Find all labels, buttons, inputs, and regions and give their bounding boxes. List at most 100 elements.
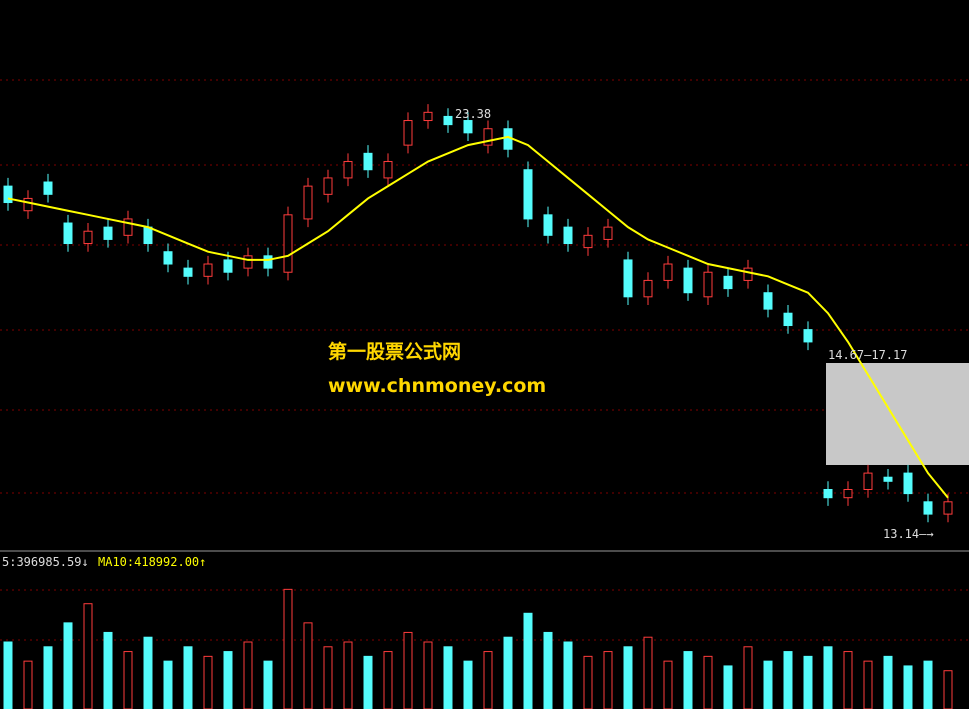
- candle-body: [643, 279, 653, 298]
- volume-bar: [563, 641, 573, 709]
- candle-body: [323, 177, 333, 195]
- volume-bar: [683, 651, 693, 709]
- volume-bar: [3, 641, 13, 709]
- volume-bar: [223, 651, 233, 709]
- volume-bar: [883, 655, 893, 709]
- candle-body: [723, 275, 733, 290]
- volume-bar: [423, 641, 433, 709]
- volume-bar: [503, 636, 513, 709]
- candle-body: [343, 161, 353, 179]
- volume-bar: [263, 660, 273, 709]
- candle-body: [703, 271, 713, 298]
- candle-body: [103, 226, 113, 240]
- candle-body: [363, 152, 373, 171]
- volume-bar: [803, 655, 813, 709]
- candle-body: [123, 218, 133, 236]
- volume-bar: [83, 603, 93, 709]
- candle-body: [563, 226, 573, 245]
- volume-bar: [63, 622, 73, 709]
- candle-body: [883, 476, 893, 482]
- volume-bar: [343, 641, 353, 709]
- volume-bar: [763, 660, 773, 709]
- candle-body: [843, 489, 853, 499]
- volume-bar: [183, 646, 193, 709]
- volume-legend: MA10:418992.00↑: [98, 555, 206, 569]
- candle-body: [443, 115, 453, 126]
- volume-bar: [383, 651, 393, 709]
- candle-body: [143, 226, 153, 245]
- candle-body: [543, 214, 553, 236]
- volume-bar: [123, 651, 133, 709]
- candle-body: [3, 185, 13, 204]
- candle-body: [43, 181, 53, 195]
- candle-body: [803, 329, 813, 343]
- volume-bar: [243, 641, 253, 709]
- candle-body: [483, 128, 493, 146]
- annotation: 23.38: [455, 107, 491, 121]
- price-panel: [3, 104, 953, 523]
- volume-bar: [403, 631, 413, 709]
- volume-bar: [23, 660, 33, 709]
- volume-bar: [603, 651, 613, 709]
- candle-body: [783, 312, 793, 327]
- volume-bar: [583, 655, 593, 709]
- candle-body: [23, 197, 33, 212]
- watermark: 第一股票公式网: [328, 340, 461, 363]
- volume-bar: [483, 651, 493, 709]
- volume-bar: [523, 612, 533, 709]
- volume-bar: [783, 651, 793, 709]
- volume-bar: [943, 670, 953, 709]
- range-box: [826, 363, 969, 465]
- candle-body: [223, 259, 233, 273]
- volume-bar: [623, 646, 633, 709]
- candle-body: [183, 267, 193, 277]
- candle-body: [903, 472, 913, 495]
- volume-bar: [843, 651, 853, 709]
- candle-body: [743, 267, 753, 281]
- watermark: www.chnmoney.com: [328, 375, 546, 397]
- volume-bar: [283, 588, 293, 709]
- volume-bar: [203, 655, 213, 709]
- volume-bar: [163, 660, 173, 709]
- candle-body: [603, 226, 613, 240]
- volume-bar: [743, 646, 753, 709]
- candle-body: [403, 120, 413, 146]
- candle-body: [823, 489, 833, 499]
- volume-bar: [303, 622, 313, 709]
- candle-body: [383, 161, 393, 179]
- volume-bar: [663, 660, 673, 709]
- candle-body: [243, 255, 253, 269]
- volume-bar: [323, 646, 333, 709]
- candle-body: [943, 501, 953, 515]
- candle-body: [63, 222, 73, 245]
- volume-bar: [363, 655, 373, 709]
- volume-bar: [643, 636, 653, 709]
- candle-body: [303, 185, 313, 220]
- candle-body: [423, 111, 433, 122]
- volume-bar: [903, 665, 913, 709]
- volume-bar: [923, 660, 933, 709]
- volume-bar: [143, 636, 153, 709]
- candle-body: [163, 251, 173, 265]
- ma-line: [7, 135, 949, 499]
- candle-body: [203, 263, 213, 277]
- candle-body: [683, 267, 693, 294]
- candle-body: [463, 120, 473, 134]
- volume-bar: [823, 646, 833, 709]
- volume-bar: [103, 631, 113, 709]
- volume-bar: [543, 631, 553, 709]
- volume-bar: [43, 646, 53, 709]
- candle-body: [583, 234, 593, 249]
- candle-body: [663, 263, 673, 281]
- volume-bar: [443, 646, 453, 709]
- volume-bar: [463, 660, 473, 709]
- candle-body: [923, 501, 933, 515]
- candle-body: [263, 255, 273, 269]
- volume-bar: [863, 660, 873, 709]
- candle-body: [623, 259, 633, 298]
- candle-body: [283, 214, 293, 273]
- volume-bar: [703, 655, 713, 709]
- volume-legend: 5:396985.59↓: [2, 555, 89, 569]
